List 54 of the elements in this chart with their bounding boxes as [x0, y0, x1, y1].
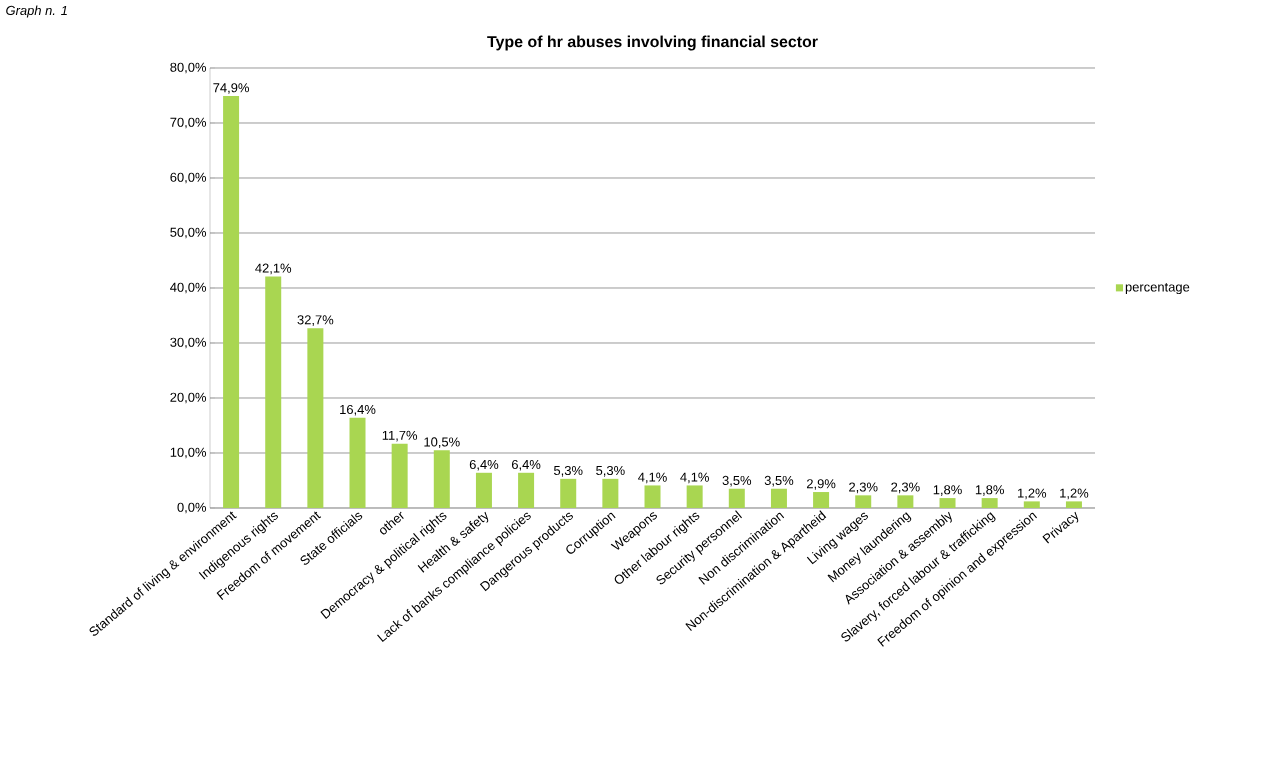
- data-label: 6,4%: [511, 459, 541, 471]
- bar: [939, 498, 956, 508]
- bar: [265, 276, 282, 508]
- data-label: 5,3%: [553, 465, 583, 477]
- bar: [307, 328, 324, 508]
- bar: [560, 478, 577, 508]
- data-label: 3,5%: [722, 475, 752, 487]
- bar: [518, 472, 535, 508]
- bar: [433, 450, 450, 508]
- bar: [223, 96, 240, 508]
- data-label: 2,3%: [891, 482, 920, 494]
- data-label: 2,3%: [849, 482, 878, 494]
- data-label: 5,3%: [596, 465, 625, 477]
- bar: [897, 495, 914, 508]
- y-tick-label: 70,0%: [170, 117, 207, 129]
- data-label: 42,1%: [255, 263, 292, 275]
- data-label: 32,7%: [297, 315, 334, 326]
- y-tick-label: 40,0%: [170, 282, 207, 294]
- y-tick-label: 80,0%: [170, 62, 207, 74]
- data-label: 1,2%: [1018, 488, 1047, 500]
- text: Graph n. 1: [6, 5, 67, 18]
- bar: [770, 488, 787, 508]
- bar: [475, 472, 492, 508]
- data-label: 10,5%: [424, 437, 460, 449]
- data-label: 6,4%: [469, 459, 499, 471]
- y-tick-label: 50,0%: [170, 227, 207, 239]
- data-label: 4,1%: [680, 472, 709, 484]
- bar: [813, 492, 830, 508]
- bar: [981, 498, 998, 508]
- data-label: 1,2%: [1060, 488, 1089, 500]
- y-tick-label: 20,0%: [170, 392, 207, 404]
- bar: [349, 417, 366, 508]
- bar: [391, 443, 408, 508]
- bar: [686, 485, 703, 508]
- legend-label: percentage: [1125, 283, 1190, 295]
- data-label: 1,8%: [975, 485, 1004, 496]
- data-label: 4,1%: [638, 472, 667, 484]
- data-label: 16,4%: [340, 404, 376, 416]
- bar: [644, 485, 661, 508]
- data-label: 2,9%: [806, 479, 836, 490]
- y-tick-label: 60,0%: [170, 172, 207, 184]
- bar: [1065, 501, 1082, 508]
- chart-title: Type of hr abuses involving financial sector: [487, 35, 818, 51]
- bar: [728, 488, 745, 508]
- data-label: 3,5%: [764, 475, 794, 487]
- bar: [855, 495, 872, 508]
- y-tick-label: 30,0%: [170, 337, 207, 349]
- data-label: 74,9%: [213, 83, 249, 94]
- y-tick-label: 0,0%: [177, 502, 207, 514]
- data-label: 1,8%: [933, 485, 962, 496]
- bar: [1023, 501, 1040, 508]
- bar: [602, 478, 619, 508]
- data-label: 11,7%: [382, 430, 418, 442]
- y-tick-label: 10,0%: [170, 447, 207, 459]
